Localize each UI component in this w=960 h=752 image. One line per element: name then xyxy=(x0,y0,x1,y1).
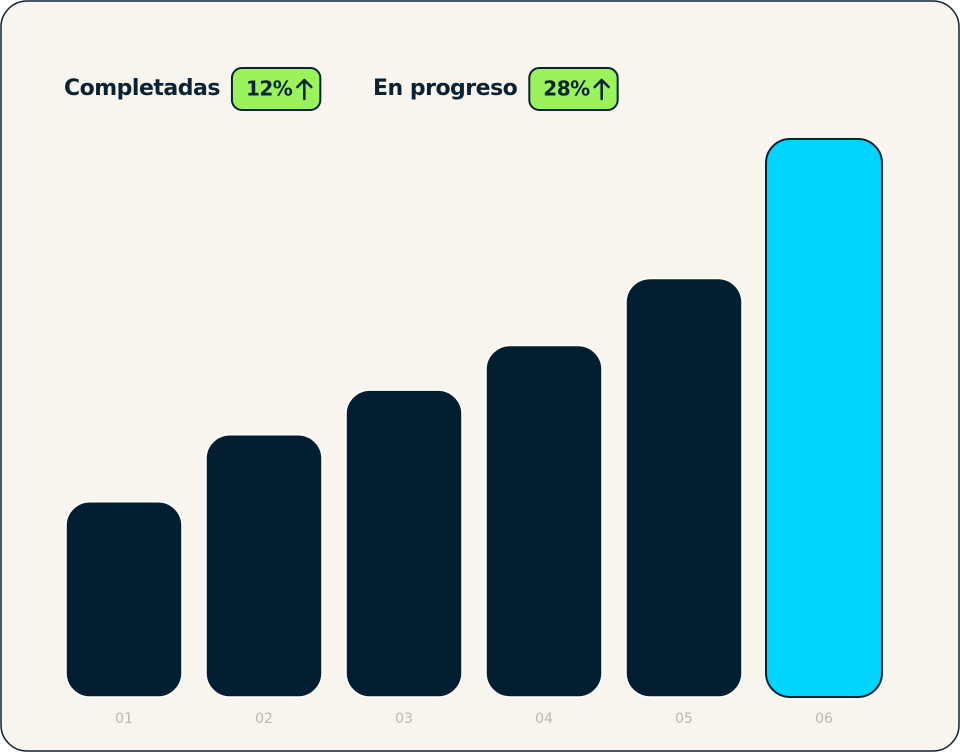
arrow-up-icon xyxy=(593,78,610,101)
bar xyxy=(765,138,883,698)
stat-badge xyxy=(528,67,619,111)
stat-label: Completadas xyxy=(64,76,220,101)
badge-text: 28% xyxy=(543,77,590,101)
bar xyxy=(625,277,743,698)
x-tick-label: 03 xyxy=(395,711,413,727)
bar xyxy=(345,389,463,698)
x-tick-label: 02 xyxy=(255,711,273,727)
bar xyxy=(205,433,323,698)
stat-label: En progreso xyxy=(373,76,518,101)
x-tick-label: 05 xyxy=(675,711,693,727)
bar xyxy=(485,344,603,698)
x-tick-label: 04 xyxy=(535,711,553,727)
x-tick-label: 01 xyxy=(115,711,133,727)
badge-text: 12% xyxy=(246,77,293,101)
stat-badge xyxy=(230,67,322,111)
bar xyxy=(65,500,183,698)
x-tick-label: 06 xyxy=(815,711,833,727)
arrow-up-icon xyxy=(296,78,313,101)
